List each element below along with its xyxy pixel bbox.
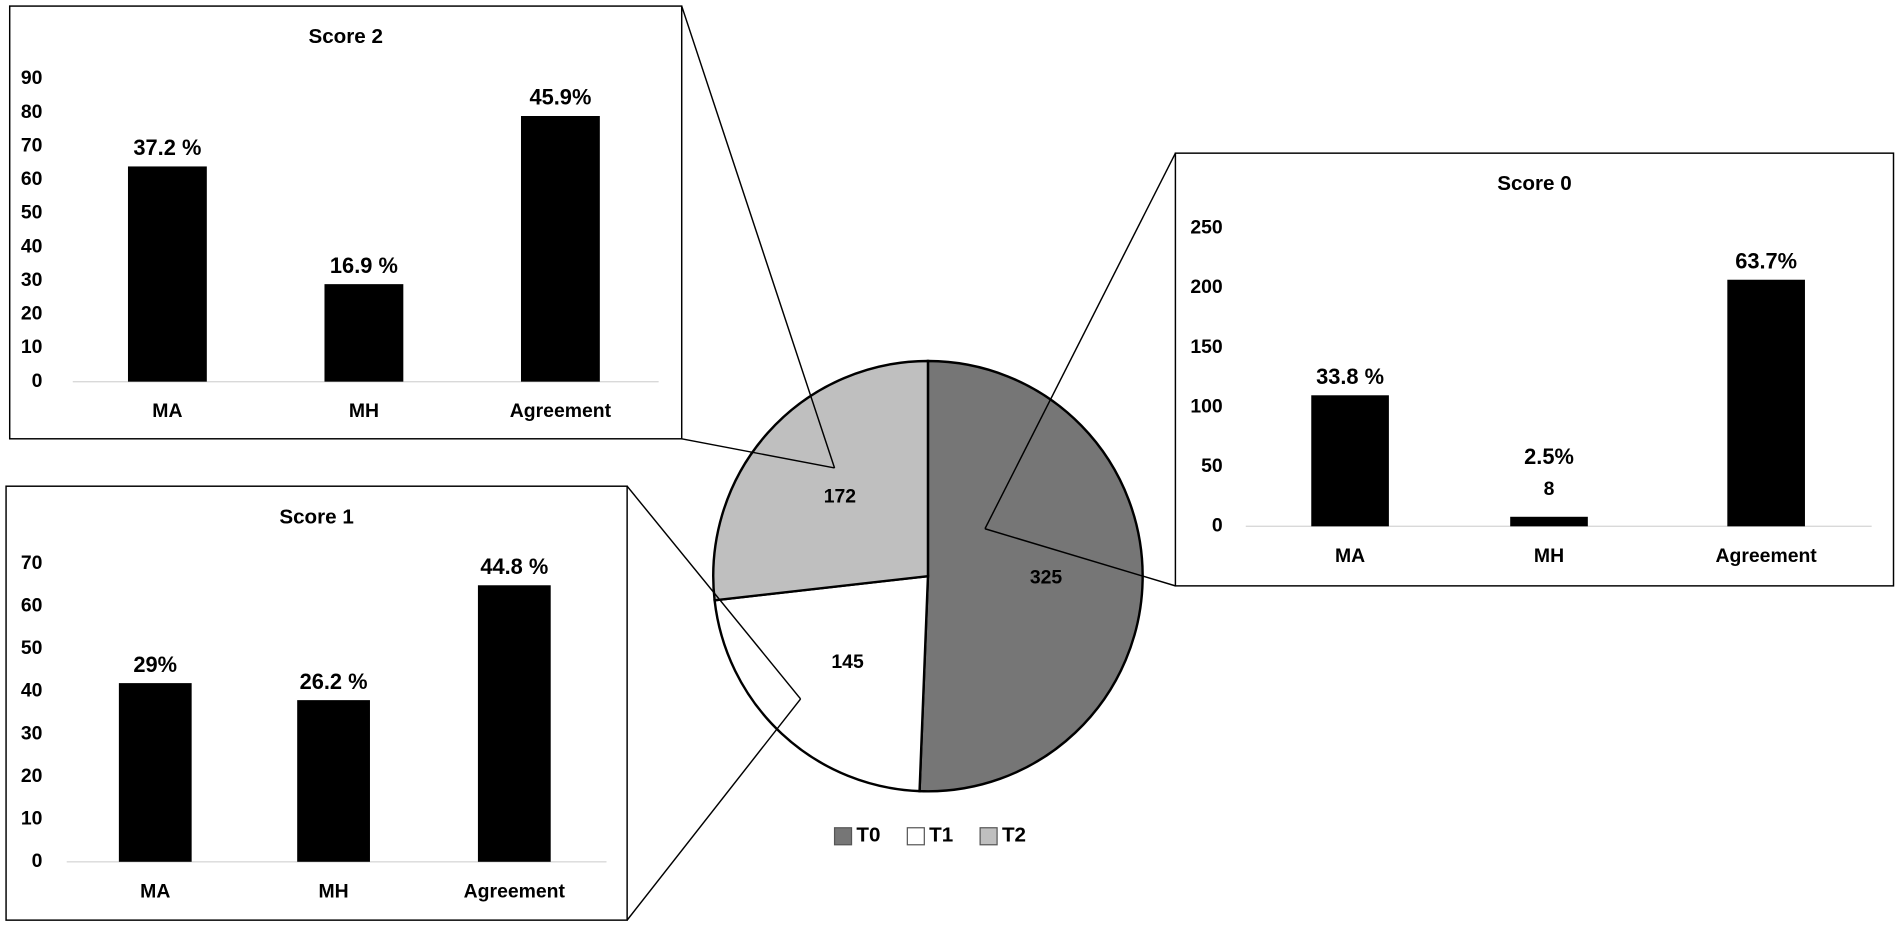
percent-label: 44.8 % — [480, 554, 548, 579]
connectors — [626, 5, 1177, 921]
bar-value-label: 79 — [550, 237, 572, 259]
x-tick-label: MH — [349, 400, 379, 422]
bar-value-label: 29 — [353, 321, 375, 343]
connector — [984, 152, 1177, 530]
y-tick-label: 200 — [1190, 276, 1222, 298]
y-tick-label: 30 — [21, 722, 43, 744]
pie-slice — [918, 359, 1144, 793]
bar — [324, 284, 404, 382]
x-tick-label: Agreement — [1716, 545, 1818, 567]
slice-label: 145 — [831, 651, 864, 673]
y-tick-label: 30 — [21, 269, 43, 291]
y-tick-label: 0 — [1212, 514, 1223, 536]
chart-title: Score 2 — [308, 25, 382, 48]
percent-label: 45.9% — [529, 85, 591, 110]
y-tick-label: 60 — [21, 168, 43, 190]
connector — [681, 5, 836, 469]
legend-label: T0 — [856, 824, 880, 847]
bar-value-label: 110 — [1334, 449, 1365, 471]
bar-value-label: 207 — [1750, 391, 1782, 413]
bar — [127, 166, 207, 382]
legend-label: T1 — [929, 824, 953, 847]
bar-value-label: 65 — [504, 712, 526, 734]
legend-label: T2 — [1002, 824, 1026, 847]
y-tick-label: 80 — [21, 101, 43, 123]
percent-label: 29% — [133, 652, 177, 677]
y-tick-label: 40 — [21, 680, 43, 702]
y-tick-label: 0 — [32, 370, 43, 392]
legend-swatch — [979, 827, 998, 846]
chart-title: Score 1 — [279, 505, 353, 528]
percent-label: 63.7% — [1735, 248, 1797, 273]
bar — [1311, 395, 1389, 527]
connector — [681, 438, 835, 469]
y-tick-label: 10 — [21, 807, 43, 829]
bar — [297, 700, 370, 862]
x-tick-label: MA — [140, 880, 170, 902]
bar — [520, 115, 600, 382]
bar-value-label: 38 — [323, 769, 345, 791]
slice-label: 172 — [824, 485, 857, 507]
pie-slice — [712, 359, 930, 602]
x-tick-label: Agreement — [464, 880, 566, 902]
connector — [984, 528, 1176, 587]
percent-label: 33.8 % — [1316, 364, 1384, 389]
y-tick-label: 50 — [21, 637, 43, 659]
x-tick-label: MA — [152, 400, 182, 422]
bar — [118, 683, 192, 862]
x-tick-label: Agreement — [510, 400, 612, 422]
y-tick-label: 50 — [1201, 455, 1223, 477]
y-tick-label: 0 — [32, 850, 43, 872]
bar-value-label: 64 — [157, 262, 179, 284]
y-tick-label: 70 — [21, 552, 43, 574]
x-tick-label: MH — [1534, 545, 1564, 567]
slice-label: 325 — [1030, 567, 1063, 589]
x-tick-label: MA — [1335, 545, 1365, 567]
percent-label: 37.2 % — [133, 135, 201, 160]
pie-slice — [713, 574, 930, 793]
y-tick-label: 50 — [21, 202, 43, 224]
y-tick-label: 250 — [1190, 217, 1222, 239]
percent-label: 2.5% — [1524, 444, 1574, 469]
y-tick-label: 40 — [21, 235, 43, 257]
chart-title: Score 0 — [1497, 172, 1571, 195]
bar-value-label: 8 — [1544, 478, 1555, 500]
x-tick-label: MH — [318, 880, 348, 902]
connector — [626, 485, 802, 700]
y-tick-label: 70 — [21, 134, 43, 156]
y-tick-label: 20 — [21, 303, 43, 325]
connector — [626, 698, 802, 921]
legend-swatch — [906, 827, 925, 846]
bar-value-label: 42 — [144, 761, 166, 783]
percent-label: 26.2 % — [300, 669, 368, 694]
bar — [1727, 279, 1805, 527]
bar — [477, 585, 551, 862]
y-tick-label: 150 — [1190, 336, 1222, 358]
y-tick-label: 90 — [21, 67, 43, 89]
legend-swatch — [833, 827, 853, 846]
y-tick-label: 100 — [1190, 395, 1222, 417]
bar — [1510, 516, 1588, 527]
percent-label: 16.9 % — [330, 253, 398, 278]
y-tick-label: 20 — [21, 765, 43, 787]
y-tick-label: 10 — [21, 336, 43, 358]
y-tick-label: 60 — [21, 595, 43, 617]
